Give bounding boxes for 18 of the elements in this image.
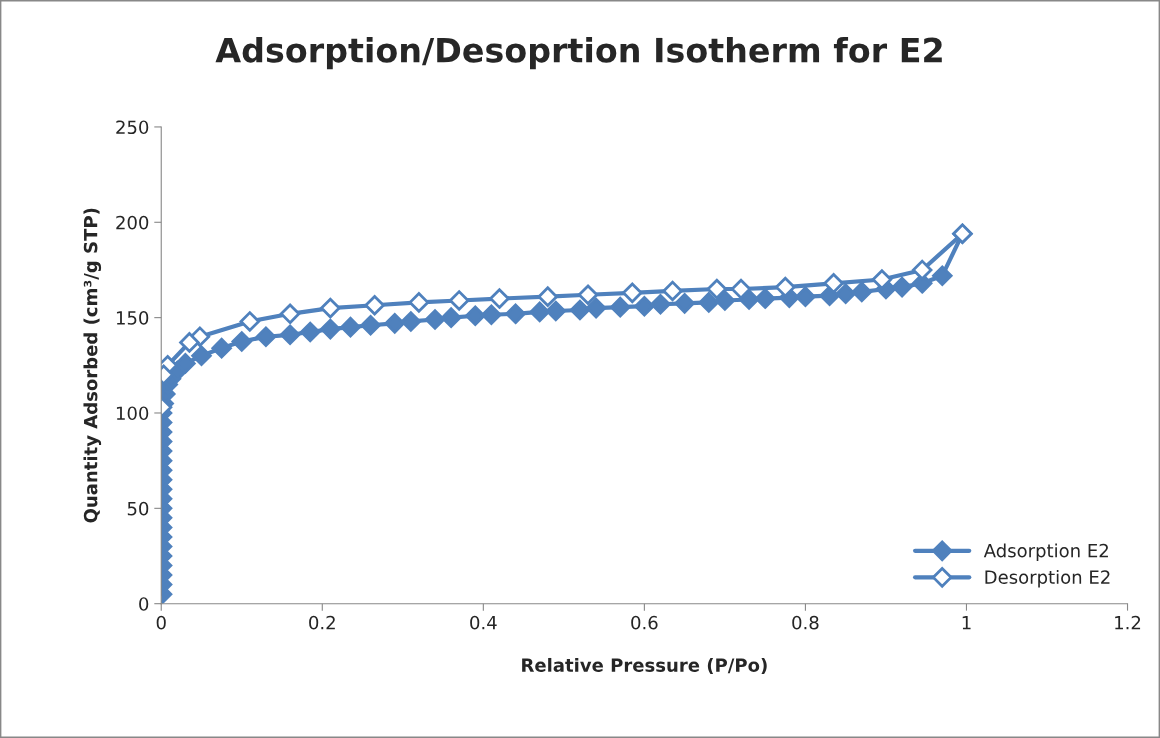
y-tick-label: 0 — [139, 597, 149, 611]
x-axis-title: Relative Pressure (P/Po) — [522, 657, 767, 675]
y-tick-label: 100 — [116, 406, 149, 421]
x-tick-label: 0 — [156, 615, 166, 630]
y-tick-label: 250 — [116, 120, 149, 135]
x-tick-label: 1 — [962, 616, 971, 630]
x-tick-label: 1.2 — [1115, 615, 1141, 630]
y-tick-label: 50 — [127, 501, 149, 516]
x-tick-label: 0.6 — [631, 615, 658, 630]
chart-title: Adsorption/Desoprtion Isotherm for E2 — [215, 36, 942, 70]
y-tick-label: 200 — [116, 215, 149, 230]
y-tick-label: 150 — [116, 311, 149, 325]
legend-label: Adsorption E2 — [983, 543, 1108, 561]
x-tick-label: 0.4 — [470, 615, 497, 630]
x-tick-label: 0.8 — [792, 615, 819, 630]
legend-label: Desorption E2 — [985, 569, 1110, 588]
x-tick-label: 0.2 — [309, 615, 335, 630]
y-axis-title: Quantity Adsorbed (cm³/g STP) — [83, 208, 102, 523]
